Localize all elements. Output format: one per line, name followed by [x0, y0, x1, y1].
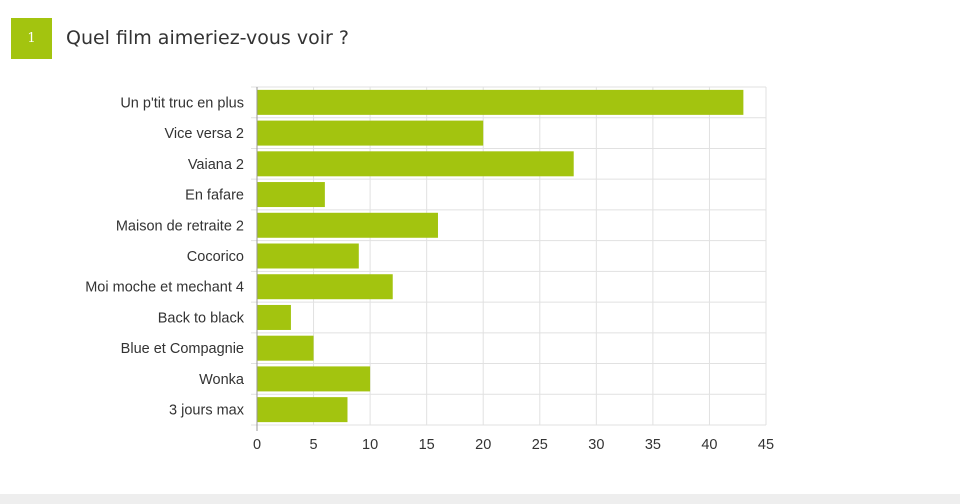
footer-band: [0, 494, 960, 504]
bar: [257, 366, 371, 392]
bar: [257, 182, 325, 208]
x-tick-label: 35: [645, 437, 661, 453]
category-label: Cocorico: [187, 249, 244, 265]
x-tick-label: 40: [701, 437, 717, 453]
chart-bars: [257, 89, 744, 423]
x-tick-label: 10: [362, 437, 378, 453]
category-label: En fafare: [185, 188, 244, 204]
x-tick-label: 20: [475, 437, 491, 453]
category-label: 3 jours max: [169, 403, 245, 419]
bar: [257, 335, 314, 361]
bar: [257, 397, 348, 423]
question-number-badge: 1: [11, 18, 52, 59]
x-tick-label: 0: [253, 437, 261, 453]
bar: [257, 120, 484, 146]
x-tick-label: 15: [419, 437, 435, 453]
category-label: Vice versa 2: [164, 126, 244, 142]
x-tick-label: 30: [588, 437, 604, 453]
bar: [257, 89, 744, 115]
x-tick-label: 5: [310, 437, 318, 453]
x-tick-label: 25: [532, 437, 548, 453]
category-label: Un p'tit truc en plus: [120, 95, 244, 111]
category-label: Moi moche et mechant 4: [85, 280, 244, 296]
category-labels: Un p'tit truc en plus Vice versa 2 Vaiana …: [85, 95, 245, 418]
x-tick-labels: 0 5 10 15 20 25 30 35 40 45: [253, 437, 774, 453]
bar: [257, 243, 359, 269]
category-label: Vaiana 2: [188, 157, 244, 173]
category-label: Wonka: [199, 372, 245, 388]
bar: [257, 151, 574, 177]
x-tick-label: 45: [758, 437, 774, 453]
bar: [257, 212, 438, 238]
category-label: Maison de retraite 2: [116, 218, 244, 234]
question-title: Quel film aimeriez-vous voir ?: [66, 27, 349, 49]
bar: [257, 304, 291, 330]
bar: [257, 274, 393, 300]
category-label: Blue et Compagnie: [121, 341, 244, 357]
category-label: Back to black: [158, 310, 245, 326]
